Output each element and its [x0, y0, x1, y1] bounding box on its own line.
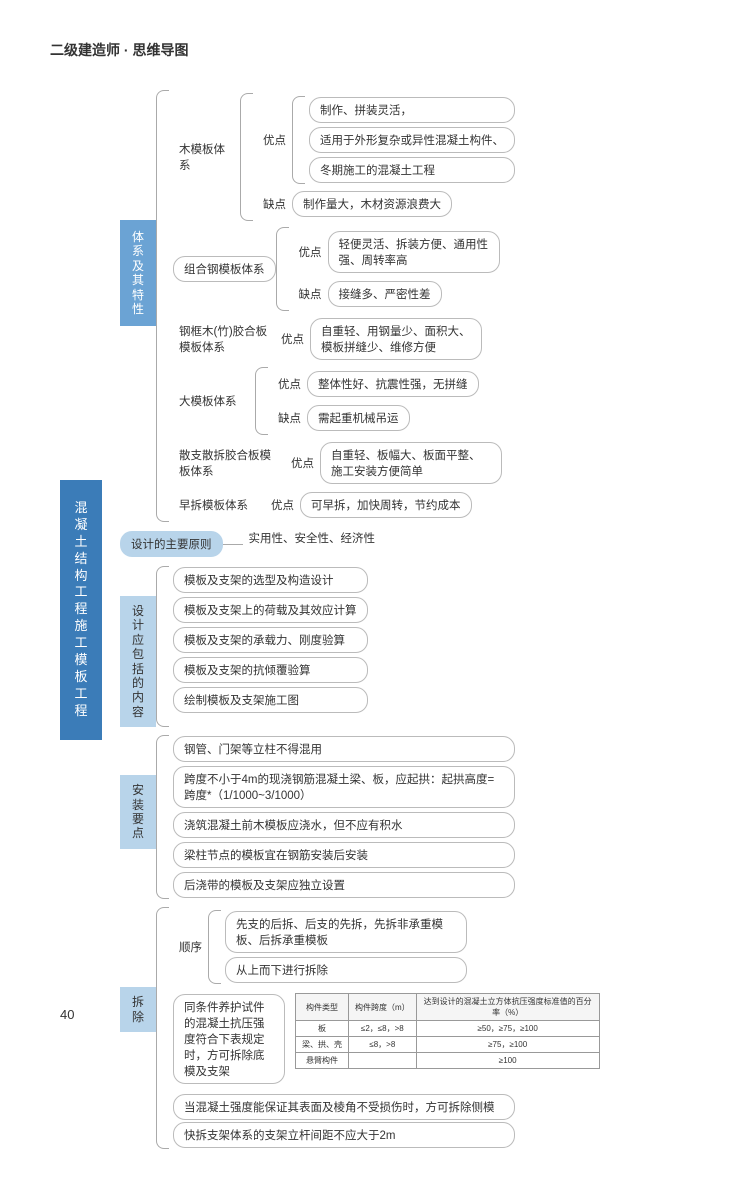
- leaf: 接缝多、严密性差: [328, 281, 442, 307]
- td: ≥100: [416, 1053, 599, 1069]
- label-adv: 优点: [257, 132, 292, 148]
- td: ≥50，≥75，≥100: [416, 1021, 599, 1037]
- label-dis: 缺点: [257, 196, 292, 212]
- leaf: 实用性、安全性、经济性: [243, 530, 382, 546]
- node-systems: 体系及其特性: [120, 220, 156, 326]
- label-adv: 优点: [285, 455, 320, 471]
- leaf-cond: 同条件养护试件的混凝土抗压强度符合下表规定时，方可拆除底模及支架: [173, 994, 285, 1084]
- leaf: 适用于外形复杂或异性混凝土构件、: [309, 127, 515, 153]
- td: 梁、拱、壳: [296, 1037, 349, 1053]
- section-systems: 体系及其特性 木模板体系 优点 制作、拼装灵活， 适用于外形复杂或异性混凝土构件…: [120, 90, 693, 522]
- leaf: 制作、拼装灵活，: [309, 97, 515, 123]
- td: ≤8，>8: [349, 1037, 417, 1053]
- leaf: 冬期施工的混凝土工程: [309, 157, 515, 183]
- mindmap: 混凝土结构工程施工模板工程 体系及其特性 木模板体系 优点 制作、拼装灵活， 适…: [60, 90, 693, 1149]
- leaf: 自重轻、用钢量少、面积大、模板拼缝少、维修方便: [310, 318, 482, 360]
- label-scatter: 散支散拆胶合板模板体系: [173, 447, 285, 479]
- td: [349, 1053, 417, 1069]
- label-bamboo: 钢框木(竹)胶合板模板体系: [173, 323, 275, 355]
- label-early: 早拆模板体系: [173, 497, 265, 513]
- page-number: 40: [60, 1007, 74, 1022]
- leaf: 快拆支架体系的支架立杆间距不应大于2m: [173, 1122, 515, 1148]
- leaf: 梁柱节点的模板宜在钢筋安装后安装: [173, 842, 515, 868]
- td: ≥75，≥100: [416, 1037, 599, 1053]
- label-wood: 木模板体系: [173, 141, 240, 173]
- root-node: 混凝土结构工程施工模板工程: [60, 480, 102, 740]
- leaf: 先支的后拆、后支的先拆，先拆非承重模板、后拆承重模板: [225, 911, 467, 953]
- leaf: 绘制模板及支架施工图: [173, 687, 368, 713]
- leaf: 模板及支架上的荷载及其效应计算: [173, 597, 368, 623]
- label-dis: 缺点: [272, 410, 307, 426]
- label-seq: 顺序: [173, 939, 208, 955]
- page-header: 二级建造师 · 思维导图: [50, 40, 693, 60]
- section-install: 安装要点 钢管、门架等立柱不得混用 跨度不小于4m的现浇钢筋混凝土梁、板，应起拱…: [120, 735, 693, 899]
- leaf: 浇筑混凝土前木模板应浇水，但不应有积水: [173, 812, 515, 838]
- leaf: 自重轻、板幅大、板面平整、施工安装方便简单: [320, 442, 502, 484]
- leaf: 后浇带的模板及支架应独立设置: [173, 872, 515, 898]
- leaf: 跨度不小于4m的现浇钢筋混凝土梁、板，应起拱：起拱高度=跨度*（1/1000~3…: [173, 766, 515, 808]
- label-dis: 缺点: [293, 286, 328, 302]
- th: 构件类型: [296, 994, 349, 1021]
- leaf: 可早拆，加快周转，节约成本: [300, 492, 472, 518]
- section-principle: 设计的主要原则 实用性、安全性、经济性: [120, 530, 693, 558]
- leaf: 当混凝土强度能保证其表面及棱角不受损伤时，方可拆除侧模: [173, 1094, 515, 1120]
- th: 构件跨度（m）: [349, 994, 417, 1021]
- node-design-content: 设计应包括的内容: [120, 596, 156, 727]
- label-adv: 优点: [265, 497, 300, 513]
- leaf: 钢管、门架等立柱不得混用: [173, 736, 515, 762]
- leaf: 制作量大，木材资源浪费大: [292, 191, 452, 217]
- node-remove: 拆除: [120, 987, 156, 1032]
- leaf: 需起重机械吊运: [307, 405, 410, 431]
- section-remove: 拆除 顺序 先支的后拆、后支的先拆，先拆非承重模板、后拆承重模板 从上而下进行拆…: [120, 907, 693, 1149]
- leaf: 模板及支架的承载力、刚度验算: [173, 627, 368, 653]
- td: ≤2，≤8，>8: [349, 1021, 417, 1037]
- label-adv: 优点: [293, 244, 328, 260]
- label-adv: 优点: [272, 376, 307, 392]
- leaf: 轻便灵活、拆装方便、通用性强、周转率高: [328, 231, 500, 273]
- node-principle: 设计的主要原则: [120, 531, 223, 557]
- label-adv: 优点: [275, 331, 310, 347]
- section-design-content: 设计应包括的内容 模板及支架的选型及构造设计 模板及支架上的荷载及其效应计算 模…: [120, 566, 693, 727]
- td: 板: [296, 1021, 349, 1037]
- leaf: 模板及支架的选型及构造设计: [173, 567, 368, 593]
- node-install: 安装要点: [120, 775, 156, 849]
- leaf: 整体性好、抗震性强，无拼缝: [307, 371, 479, 397]
- strength-table: 构件类型构件跨度（m）达到设计的混凝土立方体抗压强度标准值的百分率（%） 板≤2…: [295, 993, 600, 1069]
- leaf: 模板及支架的抗倾覆验算: [173, 657, 368, 683]
- td: 悬臂构件: [296, 1053, 349, 1069]
- label-steel: 组合钢模板体系: [173, 256, 276, 282]
- leaf: 从上而下进行拆除: [225, 957, 467, 983]
- label-large: 大模板体系: [173, 393, 255, 409]
- th: 达到设计的混凝土立方体抗压强度标准值的百分率（%）: [416, 994, 599, 1021]
